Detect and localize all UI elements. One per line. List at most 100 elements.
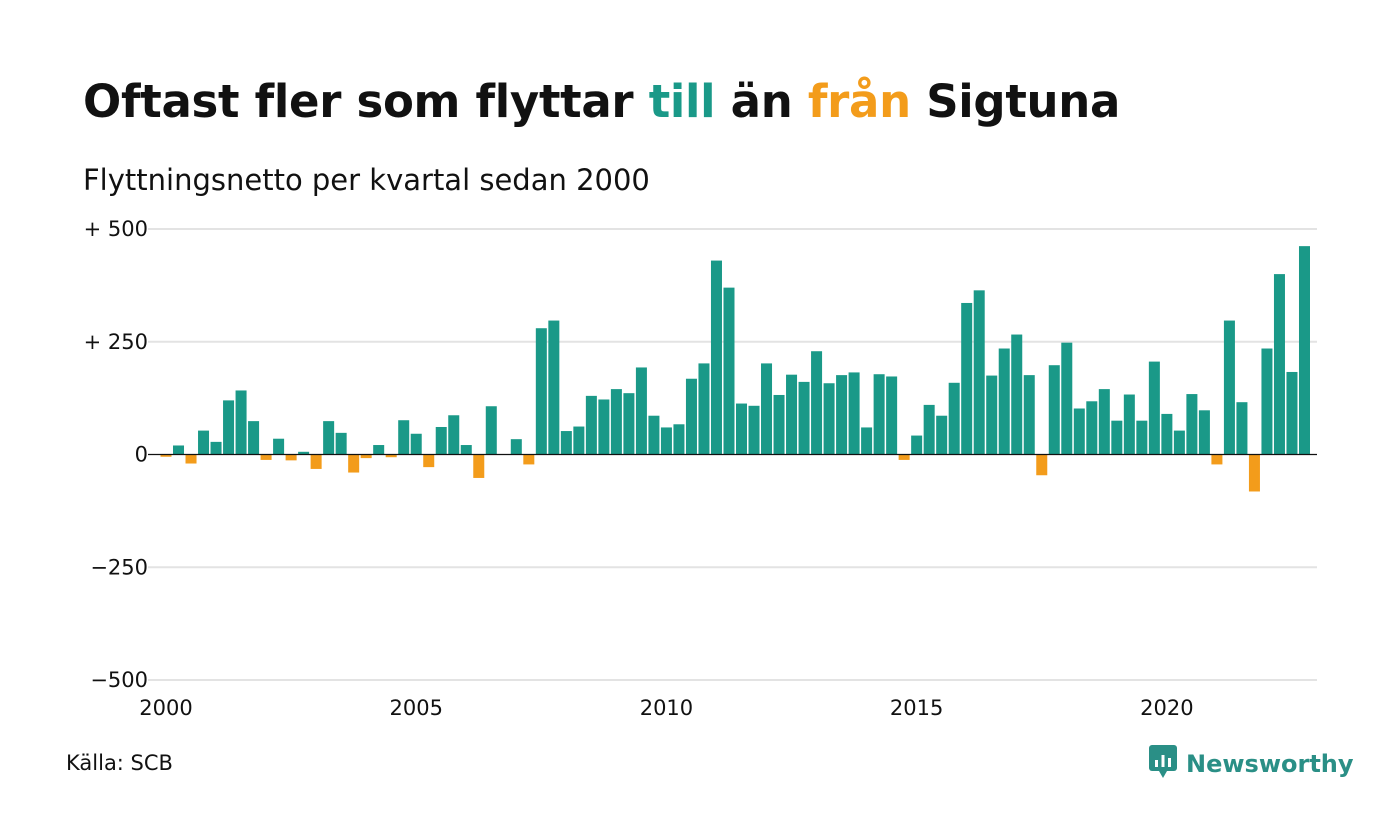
- chart-title: Oftast fler som flyttar till än från Sig…: [83, 74, 1120, 130]
- bar: [735, 403, 748, 455]
- bar: [1061, 342, 1073, 455]
- bar: [435, 426, 447, 455]
- bar: [986, 375, 998, 455]
- bar: [961, 302, 973, 455]
- bar: [1011, 334, 1023, 455]
- bar: [948, 382, 960, 455]
- bar: [911, 435, 923, 455]
- source-note: Källa: SCB: [66, 751, 173, 775]
- bar: [1273, 274, 1285, 455]
- bar: [223, 400, 235, 455]
- bar: [1036, 454, 1048, 476]
- bar: [373, 445, 385, 455]
- bar: [273, 438, 285, 455]
- x-tick-label: 2020: [1140, 696, 1193, 720]
- bar: [973, 290, 985, 455]
- bar: [623, 393, 635, 455]
- bar: [348, 454, 360, 473]
- x-tick-label: 2015: [890, 696, 943, 720]
- y-tick-label: −500: [90, 668, 148, 692]
- bar: [310, 454, 322, 469]
- bar: [198, 430, 210, 455]
- bar: [873, 374, 885, 455]
- x-tick-label: 2005: [389, 696, 442, 720]
- bar: [335, 432, 347, 455]
- bar: [448, 415, 460, 455]
- bar: [548, 320, 560, 455]
- bar: [1223, 320, 1235, 455]
- bar: [610, 389, 622, 455]
- bar: [410, 433, 422, 455]
- bar: [898, 454, 910, 460]
- bar: [323, 421, 335, 455]
- brand-logo[interactable]: Newsworthy: [1148, 744, 1354, 784]
- title-part-3: Sigtuna: [910, 75, 1121, 128]
- bar: [1286, 371, 1298, 455]
- bar: [635, 367, 647, 455]
- bar: [248, 421, 260, 455]
- y-tick-label: −250: [90, 555, 148, 579]
- bar: [648, 415, 660, 455]
- bar: [1298, 246, 1310, 455]
- bar: [823, 383, 835, 455]
- bar: [1161, 413, 1173, 455]
- bar: [1023, 375, 1035, 455]
- bar: [1198, 410, 1210, 455]
- bar: [836, 375, 848, 455]
- bar: [423, 454, 435, 468]
- bar: [460, 445, 472, 455]
- bar: [573, 426, 585, 455]
- bar: [485, 406, 497, 455]
- bar: [1236, 402, 1248, 455]
- x-tick-label: 2010: [640, 696, 693, 720]
- bar: [210, 441, 222, 455]
- bars: [160, 246, 1310, 492]
- bar: [160, 454, 172, 457]
- bar: [786, 374, 798, 455]
- bar: [1148, 361, 1160, 455]
- bar: [1048, 365, 1060, 455]
- brand-name: Newsworthy: [1186, 750, 1354, 778]
- title-highlight-to: till: [648, 75, 716, 128]
- bar: [235, 390, 247, 455]
- bar: [748, 405, 760, 455]
- bar: [523, 454, 535, 465]
- bar: [260, 454, 272, 460]
- bar: [761, 363, 773, 455]
- bar: [673, 424, 685, 455]
- newsworthy-logo-icon: [1148, 744, 1178, 784]
- chart-subtitle: Flyttningsnetto per kvartal sedan 2000: [83, 163, 650, 197]
- bar: [535, 328, 547, 455]
- x-tick-label: 2000: [139, 696, 192, 720]
- y-tick-label: + 500: [84, 217, 148, 241]
- bar: [660, 427, 672, 455]
- bar: [811, 351, 823, 455]
- bar: [1086, 401, 1098, 455]
- bar: [1111, 420, 1123, 455]
- bar: [398, 420, 410, 455]
- bar: [1136, 420, 1148, 455]
- bar: [923, 404, 935, 455]
- bar: [585, 395, 597, 455]
- bar: [723, 287, 735, 455]
- x-axis: 2000 2005 2010 2015 2020: [139, 696, 1193, 720]
- bar: [173, 445, 185, 455]
- bar: [861, 427, 873, 455]
- bar: [886, 376, 898, 455]
- bar: [936, 415, 948, 455]
- bar: [473, 454, 485, 478]
- bar: [1261, 348, 1273, 455]
- bar: [698, 363, 710, 455]
- bar: [598, 399, 610, 455]
- bar: [848, 372, 860, 455]
- bar: [510, 439, 522, 455]
- bar: [1248, 454, 1260, 492]
- bar: [1211, 454, 1223, 465]
- bar: [298, 451, 310, 455]
- bar: [798, 381, 810, 455]
- bar: [285, 454, 297, 461]
- y-axis: + 500 + 250 0 −250 −500: [84, 217, 148, 692]
- title-highlight-from: från: [807, 75, 911, 128]
- bar: [1186, 394, 1198, 455]
